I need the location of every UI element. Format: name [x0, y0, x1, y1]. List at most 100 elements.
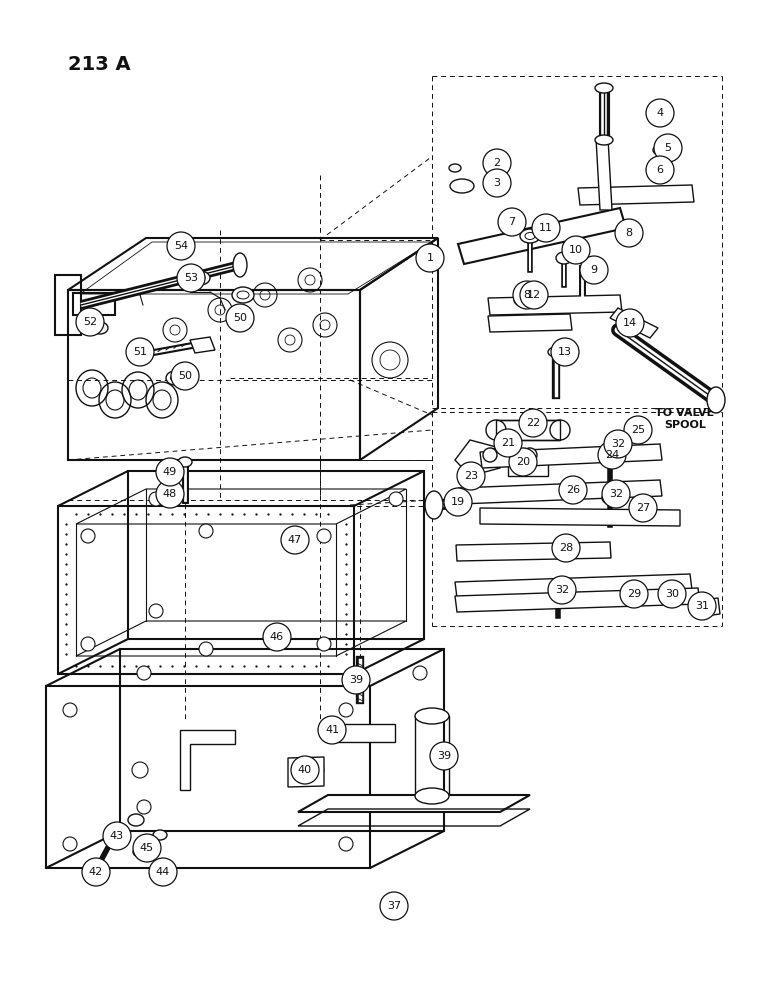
Circle shape [171, 362, 199, 390]
Polygon shape [92, 862, 104, 870]
Text: 52: 52 [83, 317, 97, 327]
Circle shape [149, 492, 163, 506]
Circle shape [342, 666, 370, 694]
Ellipse shape [483, 448, 497, 462]
Ellipse shape [449, 164, 461, 172]
Circle shape [430, 742, 458, 770]
Circle shape [532, 214, 560, 242]
Ellipse shape [153, 830, 167, 840]
Circle shape [552, 534, 580, 562]
Text: 4: 4 [657, 108, 664, 118]
Circle shape [494, 429, 522, 457]
Ellipse shape [653, 145, 667, 155]
Text: 13: 13 [558, 347, 572, 357]
Circle shape [604, 430, 632, 458]
Text: 40: 40 [298, 765, 312, 775]
Circle shape [133, 834, 161, 862]
Ellipse shape [548, 347, 564, 357]
Text: 6: 6 [657, 165, 664, 175]
Text: 25: 25 [631, 425, 645, 435]
Circle shape [580, 256, 608, 284]
Circle shape [646, 156, 674, 184]
Circle shape [658, 580, 686, 608]
Text: 21: 21 [501, 438, 515, 448]
Ellipse shape [233, 253, 247, 277]
Text: 5: 5 [665, 143, 672, 153]
Text: 50: 50 [233, 313, 247, 323]
Circle shape [602, 480, 630, 508]
Text: 27: 27 [636, 503, 650, 513]
Ellipse shape [133, 847, 147, 857]
Text: 53: 53 [184, 273, 198, 283]
Text: 32: 32 [609, 489, 623, 499]
Ellipse shape [92, 322, 108, 334]
Circle shape [81, 529, 95, 543]
Text: 9: 9 [590, 265, 597, 275]
Polygon shape [596, 138, 612, 210]
Text: 24: 24 [604, 450, 619, 460]
Circle shape [444, 488, 472, 516]
Text: 29: 29 [627, 589, 641, 599]
Text: 14: 14 [623, 318, 637, 328]
Text: 1: 1 [427, 253, 434, 263]
Circle shape [317, 529, 331, 543]
Polygon shape [455, 574, 692, 598]
Ellipse shape [595, 135, 613, 145]
Ellipse shape [166, 371, 184, 385]
Circle shape [317, 637, 331, 651]
Text: 7: 7 [509, 217, 516, 227]
Circle shape [457, 462, 485, 490]
Circle shape [551, 338, 579, 366]
Text: 45: 45 [140, 843, 154, 853]
Circle shape [616, 309, 644, 337]
Text: 19: 19 [451, 497, 465, 507]
Ellipse shape [550, 420, 570, 440]
Polygon shape [180, 730, 235, 790]
Circle shape [620, 580, 648, 608]
Text: 8: 8 [523, 290, 530, 300]
Circle shape [339, 837, 353, 851]
Circle shape [132, 762, 148, 778]
Circle shape [137, 666, 151, 680]
Polygon shape [298, 795, 530, 812]
Circle shape [291, 756, 319, 784]
Text: 8: 8 [626, 228, 633, 238]
Ellipse shape [190, 271, 210, 285]
Polygon shape [490, 448, 530, 462]
Text: 32: 32 [555, 585, 569, 595]
Circle shape [646, 99, 674, 127]
Polygon shape [480, 508, 680, 526]
Circle shape [199, 524, 213, 538]
Circle shape [380, 892, 408, 920]
Circle shape [520, 281, 548, 309]
Circle shape [318, 716, 346, 744]
Text: 213 A: 213 A [68, 55, 130, 74]
Ellipse shape [595, 83, 613, 93]
Circle shape [509, 448, 537, 476]
Polygon shape [190, 337, 215, 353]
Text: 48: 48 [163, 489, 177, 499]
Polygon shape [508, 462, 548, 476]
Circle shape [103, 822, 131, 850]
Text: 23: 23 [464, 471, 478, 481]
Text: 39: 39 [349, 675, 363, 685]
Circle shape [156, 458, 184, 486]
Text: 26: 26 [566, 485, 580, 495]
Ellipse shape [425, 491, 443, 519]
Text: 43: 43 [110, 831, 124, 841]
Circle shape [654, 134, 682, 162]
Text: 49: 49 [163, 467, 177, 477]
Ellipse shape [232, 287, 254, 303]
Circle shape [263, 623, 291, 651]
Ellipse shape [386, 900, 402, 912]
Text: 51: 51 [133, 347, 147, 357]
Polygon shape [330, 724, 395, 742]
Circle shape [137, 800, 151, 814]
Text: 39: 39 [437, 751, 451, 761]
Polygon shape [578, 185, 694, 205]
Circle shape [149, 858, 177, 886]
Ellipse shape [486, 420, 506, 440]
Circle shape [688, 592, 716, 620]
Circle shape [76, 308, 104, 336]
Ellipse shape [556, 252, 572, 264]
